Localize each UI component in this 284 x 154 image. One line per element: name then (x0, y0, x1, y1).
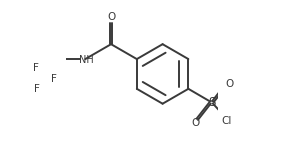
Text: S: S (208, 96, 215, 109)
Text: Cl: Cl (222, 116, 232, 126)
Text: F: F (34, 84, 40, 94)
Text: F: F (33, 63, 39, 73)
Text: NH: NH (79, 55, 93, 65)
Text: F: F (51, 74, 57, 84)
Text: O: O (192, 118, 200, 128)
Text: O: O (225, 79, 234, 89)
Text: O: O (107, 12, 115, 22)
